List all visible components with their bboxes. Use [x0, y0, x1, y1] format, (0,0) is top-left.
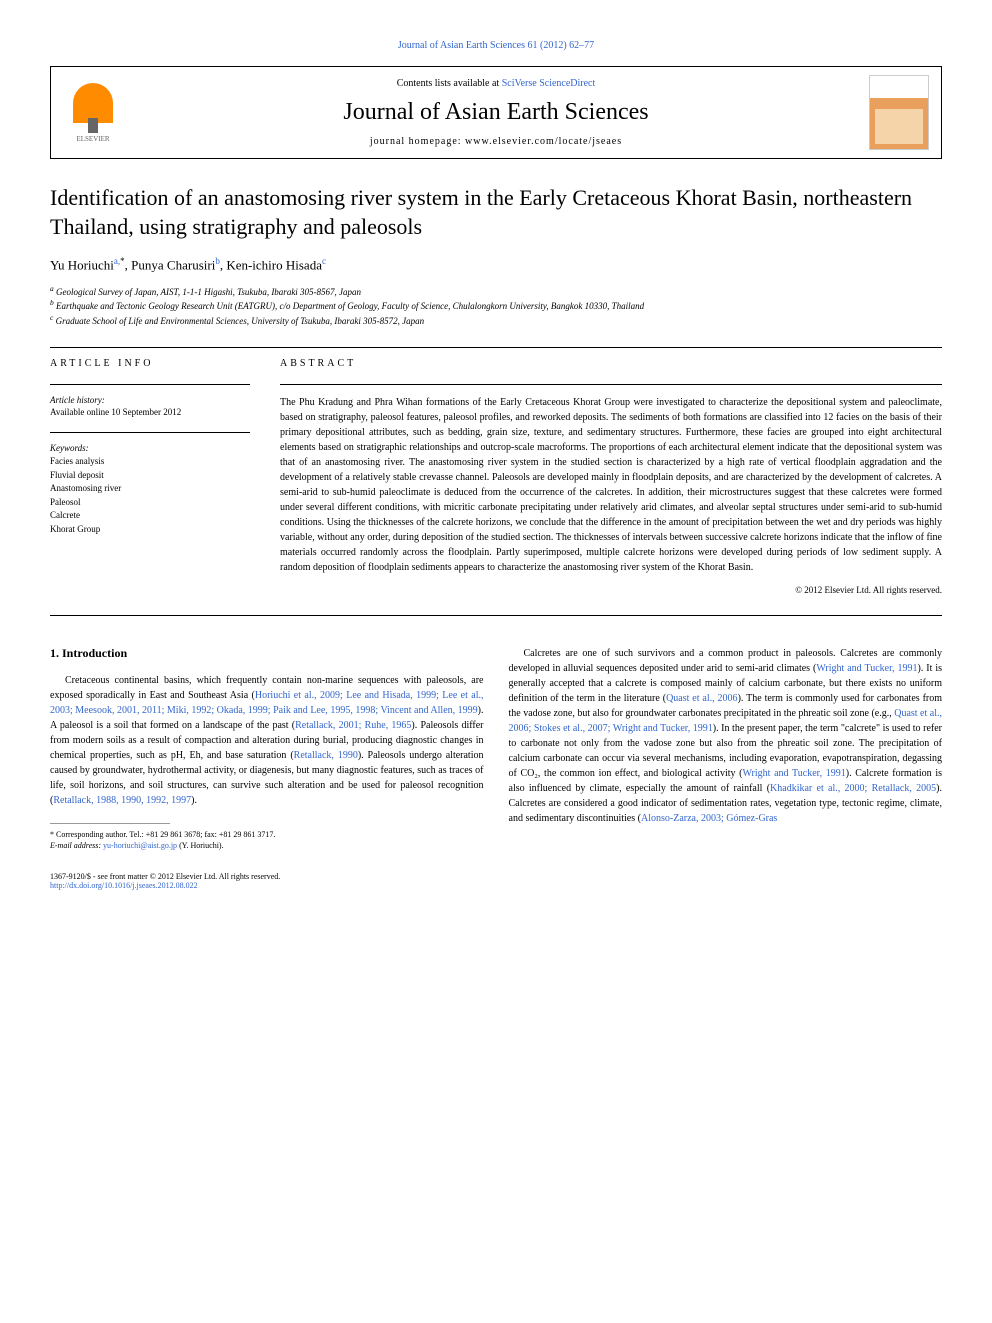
- affiliation-a: a Geological Survey of Japan, AIST, 1-1-…: [50, 284, 942, 299]
- citation-link[interactable]: Wright and Tucker, 1991: [743, 768, 846, 779]
- author-1[interactable]: Yu Horiuchi: [50, 258, 114, 273]
- contents-line: Contents lists available at SciVerse Sci…: [123, 78, 869, 89]
- keyword: Fluvial deposit: [50, 469, 250, 483]
- elsevier-logo: ELSEVIER: [63, 78, 123, 148]
- email-label: E-mail address:: [50, 841, 103, 850]
- keyword: Anastomosing river: [50, 482, 250, 496]
- keywords-label: Keywords:: [50, 443, 250, 453]
- keyword: Khorat Group: [50, 523, 250, 537]
- affiliations: a Geological Survey of Japan, AIST, 1-1-…: [50, 284, 942, 328]
- citation-link[interactable]: Quast et al., 2006: [666, 693, 738, 704]
- homepage-line: journal homepage: www.elsevier.com/locat…: [123, 136, 869, 147]
- author-list: Yu Horiuchia,*, Punya Charusirib, Ken-ic…: [50, 256, 942, 273]
- email-link[interactable]: yu-horiuchi@aist.go.jp: [103, 841, 177, 850]
- divider: [50, 432, 250, 433]
- corresponding-marker: *: [120, 256, 125, 266]
- keyword: Paleosol: [50, 496, 250, 510]
- affiliation-b: b Earthquake and Tectonic Geology Resear…: [50, 298, 942, 313]
- author-2-affiliation-marker: b: [215, 256, 220, 266]
- journal-reference[interactable]: Journal of Asian Earth Sciences 61 (2012…: [50, 40, 942, 51]
- elsevier-tree-icon: [73, 83, 113, 123]
- keywords-list: Facies analysis Fluvial deposit Anastomo…: [50, 455, 250, 536]
- journal-cover-thumbnail: [869, 75, 929, 150]
- sciencedirect-link[interactable]: SciVerse ScienceDirect: [502, 78, 596, 89]
- divider: [280, 384, 942, 385]
- affiliation-c: c Graduate School of Life and Environmen…: [50, 313, 942, 328]
- body-paragraph: Calcretes are one of such survivors and …: [509, 646, 943, 826]
- keyword: Facies analysis: [50, 455, 250, 469]
- keyword: Calcrete: [50, 509, 250, 523]
- author-2[interactable]: Punya Charusiri: [131, 258, 215, 273]
- bottom-metadata: 1367-9120/$ - see front matter © 2012 El…: [50, 872, 484, 890]
- author-3-affiliation-marker: c: [322, 256, 326, 266]
- author-3[interactable]: Ken-ichiro Hisada: [226, 258, 322, 273]
- issn-line: 1367-9120/$ - see front matter © 2012 El…: [50, 872, 484, 881]
- body-column-right: Calcretes are one of such survivors and …: [509, 646, 943, 889]
- homepage-prefix: journal homepage:: [370, 136, 465, 147]
- article-info-box: ARTICLE INFO Article history: Available …: [50, 358, 250, 595]
- abstract-text: The Phu Kradung and Phra Wihan formation…: [280, 395, 942, 575]
- citation-link[interactable]: Khadkikar et al., 2000; Retallack, 2005: [770, 783, 936, 794]
- publisher-name: ELSEVIER: [76, 135, 109, 143]
- corr-contact: * Corresponding author. Tel.: +81 29 861…: [50, 829, 484, 840]
- body-column-left: 1. Introduction Cretaceous continental b…: [50, 646, 484, 889]
- citation-link[interactable]: Retallack, 1990: [294, 750, 358, 761]
- journal-header: ELSEVIER Contents lists available at Sci…: [50, 66, 942, 159]
- divider: [50, 384, 250, 385]
- citation-link[interactable]: Alonso-Zarza, 2003; Gómez-Gras: [641, 813, 777, 824]
- section-1-heading: 1. Introduction: [50, 646, 484, 661]
- journal-title: Journal of Asian Earth Sciences: [123, 99, 869, 126]
- history-label: Article history:: [50, 395, 250, 405]
- doi-link[interactable]: http://dx.doi.org/10.1016/j.jseaes.2012.…: [50, 881, 484, 890]
- email-suffix: (Y. Horiuchi).: [177, 841, 224, 850]
- citation-link[interactable]: Wright and Tucker, 1991: [816, 663, 917, 674]
- contents-prefix: Contents lists available at: [397, 78, 502, 89]
- article-info-heading: ARTICLE INFO: [50, 358, 250, 369]
- article-title: Identification of an anastomosing river …: [50, 184, 942, 241]
- abstract-heading: ABSTRACT: [280, 358, 942, 369]
- divider: [50, 615, 942, 616]
- history-text: Available online 10 September 2012: [50, 407, 250, 417]
- body-paragraph: Cretaceous continental basins, which fre…: [50, 673, 484, 808]
- divider: [50, 347, 942, 348]
- homepage-url[interactable]: www.elsevier.com/locate/jseaes: [465, 136, 622, 147]
- corresponding-author-footnote: * Corresponding author. Tel.: +81 29 861…: [50, 829, 484, 851]
- abstract-box: ABSTRACT The Phu Kradung and Phra Wihan …: [280, 358, 942, 595]
- footnote-divider: [50, 823, 170, 824]
- citation-link[interactable]: Retallack, 2001; Ruhe, 1965: [295, 720, 411, 731]
- citation-link[interactable]: Retallack, 1988, 1990, 1992, 1997: [53, 795, 191, 806]
- copyright-line: © 2012 Elsevier Ltd. All rights reserved…: [280, 585, 942, 595]
